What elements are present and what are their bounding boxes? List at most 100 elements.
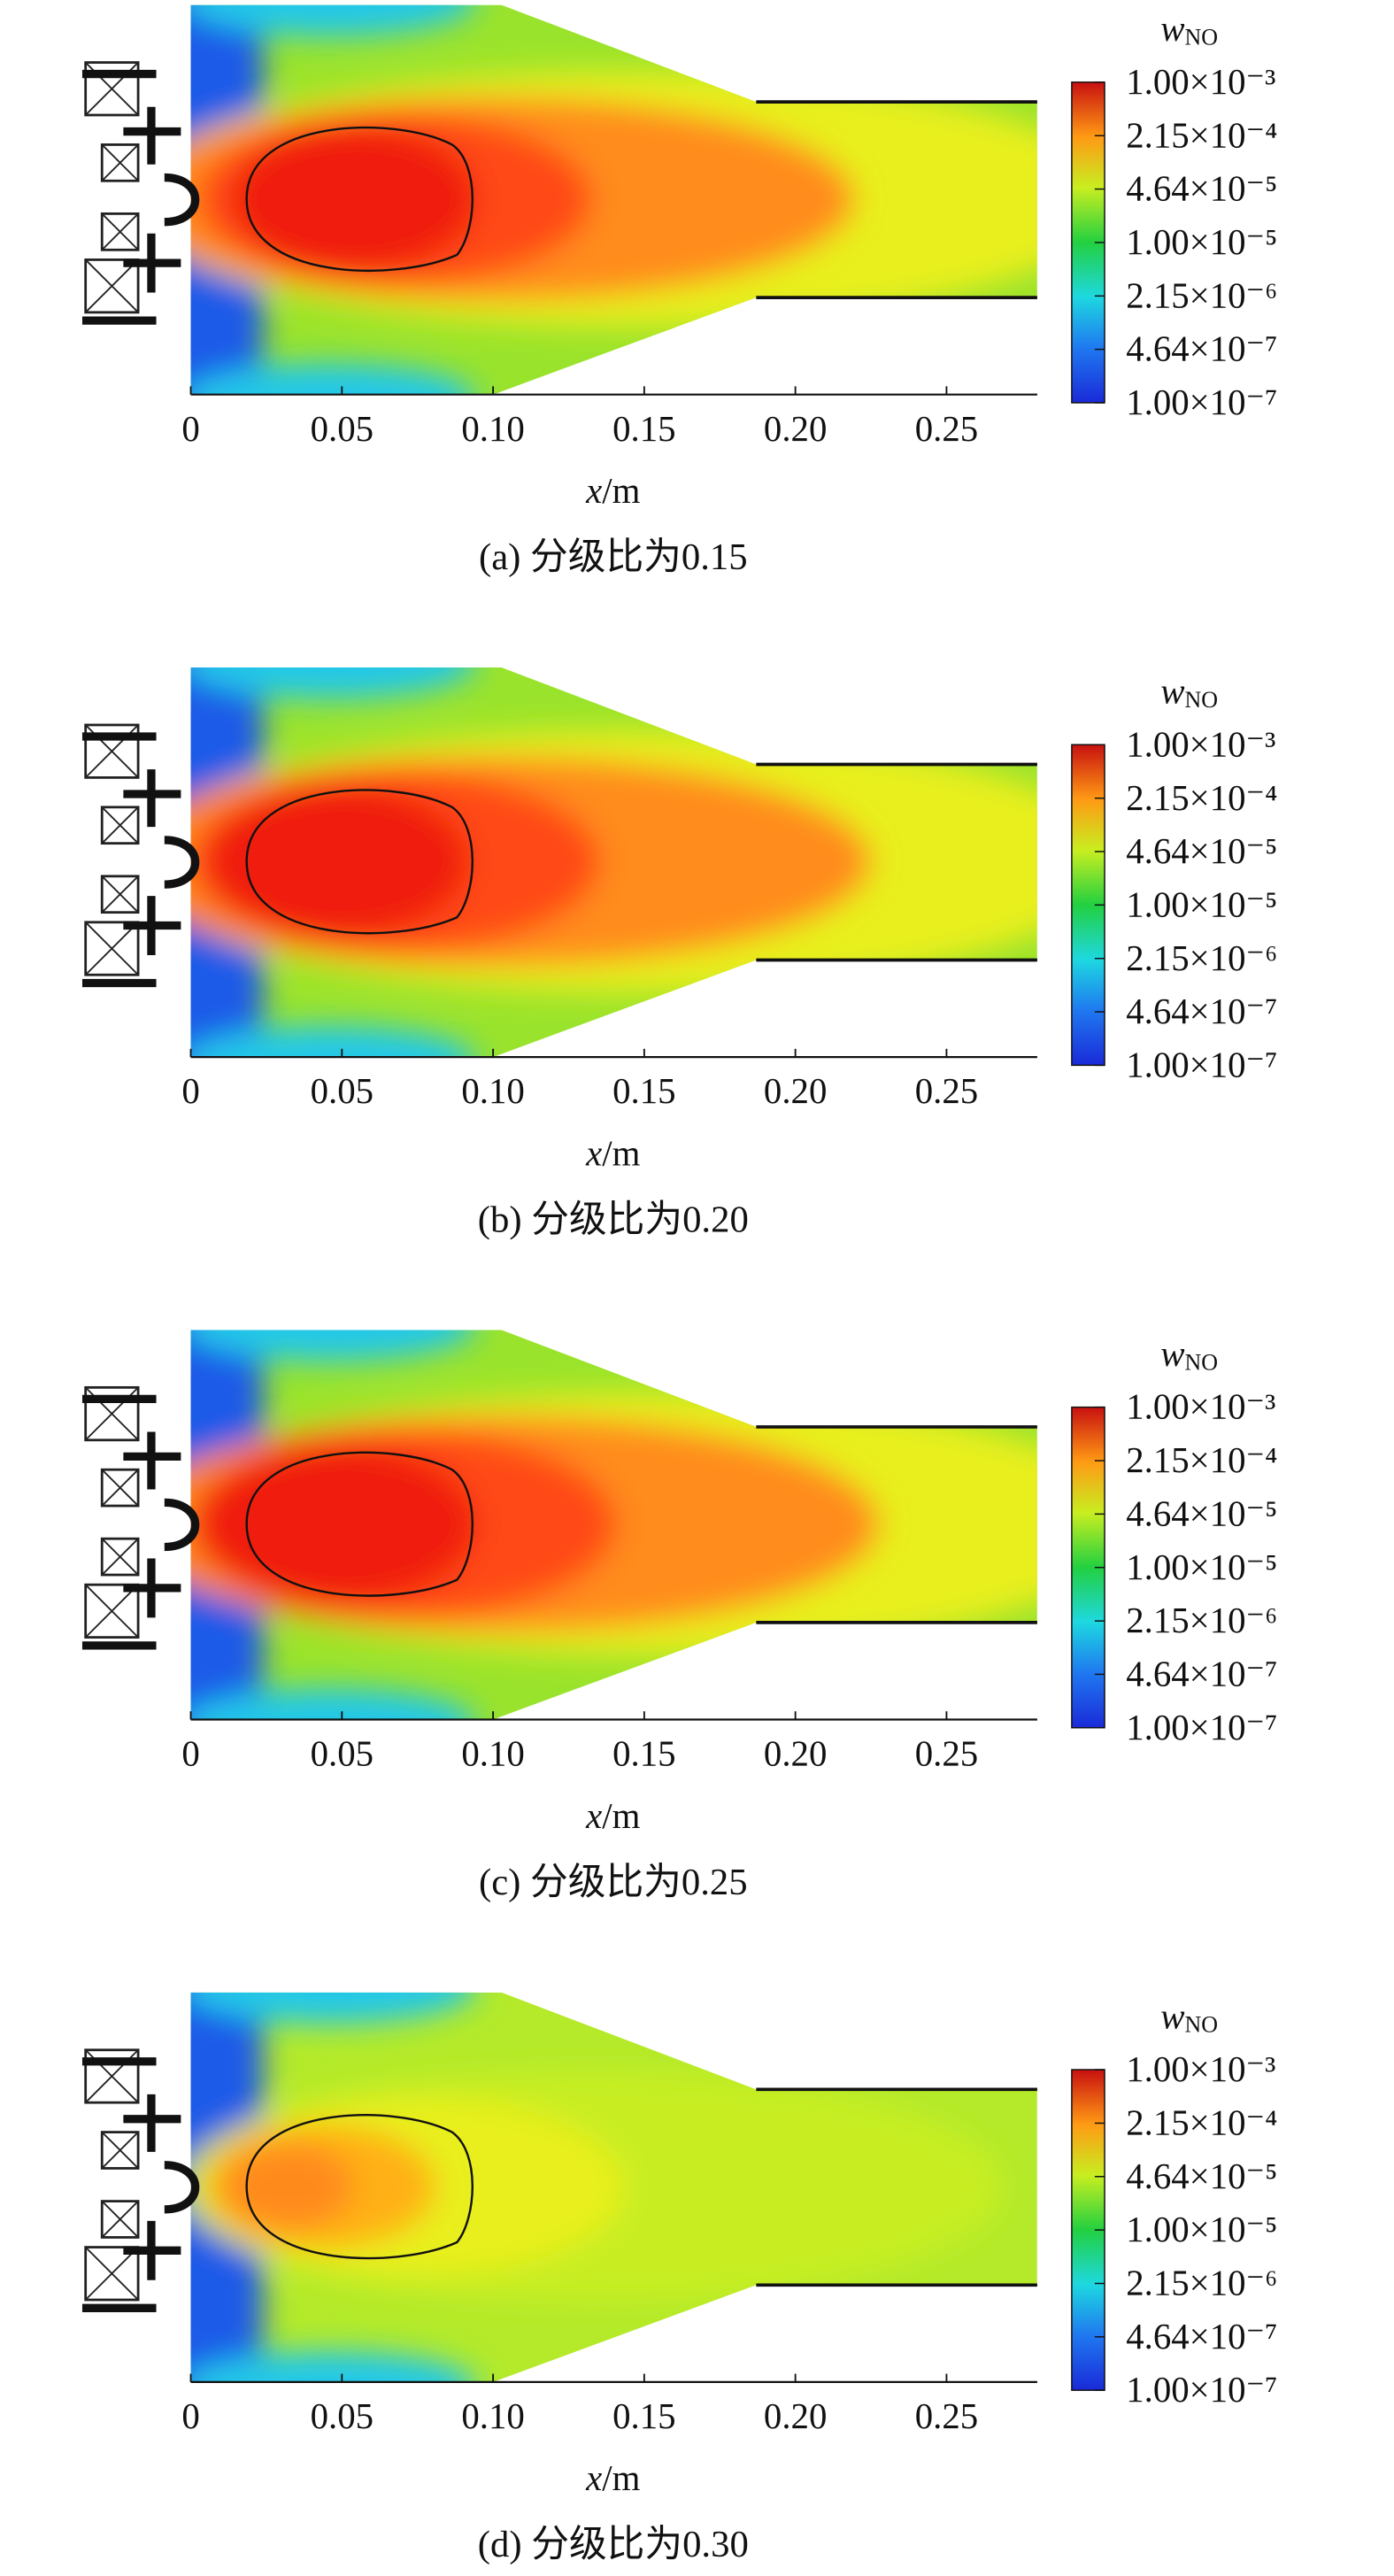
field-layers	[190, 667, 1037, 1058]
x-tick-label: 0.10	[461, 1734, 524, 1774]
injector-body	[81, 69, 200, 325]
panel: 0 0.05 0.10 0.15 0.20 0.25 x/m (d) 分级比为0.30 wNO 1…	[81, 1992, 1277, 2565]
x-variable: x	[585, 1796, 602, 1836]
swirler-x	[101, 1469, 139, 1507]
field-layers	[190, 1330, 1037, 1720]
x-tick-label: 0	[181, 2396, 199, 2436]
colorbar-tick-label: 4.64×10⁻⁷	[1126, 1654, 1277, 1694]
cool-zone	[190, 363, 477, 395]
colorbar-tick-label: 2.15×10⁻⁶	[1126, 938, 1277, 978]
x-tick-label: 0.10	[461, 409, 524, 449]
colorbar-tick-label: 4.64×10⁻⁵	[1126, 169, 1277, 209]
iso-line	[245, 2114, 474, 2260]
field-level	[230, 126, 477, 272]
x-tick-label: 0.20	[764, 1734, 827, 1774]
x-unit: /m	[602, 471, 640, 511]
injector-body	[81, 2057, 200, 2312]
cool-zone	[190, 1688, 477, 1720]
colorbar-tick-label: 1.00×10⁻⁵	[1126, 1547, 1277, 1587]
x-unit: /m	[602, 1134, 640, 1174]
colorbar-tick-label: 4.64×10⁻⁵	[1126, 1493, 1277, 1533]
colorbar-tick-label: 1.00×10⁻³	[1126, 2049, 1275, 2089]
colorbar-title: wNO	[1160, 1997, 1218, 2038]
x-axis-label: x/m	[585, 1796, 640, 1836]
colorbar-title: wNO	[1160, 10, 1218, 50]
panel: 0 0.05 0.10 0.15 0.20 0.25 x/m (b) 分级比为0.20 wNO 1…	[81, 667, 1277, 1240]
colorbar-tick-label: 2.15×10⁻⁴	[1126, 1440, 1277, 1480]
injector-body	[81, 1394, 200, 1650]
cool-zone	[190, 667, 477, 699]
colorbar-tick-label: 4.64×10⁻⁷	[1126, 329, 1277, 369]
colorbar-title: wNO	[1160, 1334, 1218, 1375]
colorbar-tick-label: 4.64×10⁻⁵	[1126, 2156, 1277, 2196]
iso-line	[245, 126, 474, 272]
colorbar-symbol: w	[1160, 10, 1184, 50]
colorbar-tick-label: 2.15×10⁻⁴	[1126, 115, 1277, 155]
colorbar-tick-label: 1.00×10⁻³	[1126, 62, 1275, 102]
x-tick-label: 0.25	[915, 1071, 978, 1111]
colorbar-tick-label: 4.64×10⁻⁷	[1126, 991, 1277, 1031]
field	[190, 667, 1037, 1058]
swirler-x	[101, 2200, 139, 2239]
cool-zone	[190, 1330, 477, 1361]
x-tick-label: 0.10	[461, 1071, 524, 1111]
x-tick-label: 0.25	[915, 2396, 978, 2436]
swirler-x	[85, 922, 139, 976]
x-tick-label: 0.20	[764, 1071, 827, 1111]
x-variable: x	[585, 2459, 602, 2499]
caption: (d) 分级比为0.30	[478, 2524, 749, 2565]
x-tick-label: 0.25	[915, 1734, 978, 1774]
x-unit: /m	[602, 2459, 640, 2499]
caption: (b) 分级比为0.20	[478, 1199, 749, 1240]
cool-zone	[190, 1992, 477, 2025]
x-tick-label: 0	[181, 1734, 199, 1774]
swirler-x	[85, 1584, 139, 1639]
x-axis-label: x/m	[585, 2459, 640, 2499]
x-tick-label: 0.25	[915, 409, 978, 449]
x-variable: x	[585, 471, 602, 511]
colorbar-tick-label: 4.64×10⁻⁷	[1126, 2317, 1277, 2356]
swirler-x	[101, 1538, 139, 1576]
field-level	[196, 1445, 477, 1603]
swirler-x	[101, 212, 139, 251]
x-tick-label: 0.05	[311, 409, 374, 449]
swirler-x	[85, 2246, 139, 2301]
colorbar-subscript: NO	[1184, 25, 1218, 50]
x-axis-label: x/m	[585, 471, 640, 511]
colorbar-subscript: NO	[1184, 687, 1218, 713]
swirler-x	[101, 806, 139, 845]
field	[190, 1330, 1037, 1720]
injector-body	[81, 732, 200, 988]
field-level	[221, 2143, 354, 2230]
x-tick-label: 0.10	[461, 2396, 524, 2436]
colorbar-tick-label: 2.15×10⁻⁶	[1126, 1600, 1277, 1640]
x-variable: x	[585, 1134, 602, 1174]
field	[190, 4, 1037, 395]
caption: (c) 分级比为0.25	[479, 1862, 748, 1903]
field	[190, 1992, 1037, 2382]
cool-zone	[190, 2350, 477, 2382]
colorbar-tick-label: 1.00×10⁻³	[1126, 724, 1275, 764]
colorbar-subscript: NO	[1184, 1349, 1218, 1375]
colorbar-tick-label: 2.15×10⁻⁴	[1126, 2103, 1277, 2143]
colorbar-tick-label: 4.64×10⁻⁵	[1126, 831, 1277, 871]
x-tick-label: 0.05	[311, 1734, 374, 1774]
x-tick-label: 0.20	[764, 2396, 827, 2436]
colorbar-tick-label: 1.00×10⁻³	[1126, 1387, 1275, 1427]
x-tick-label: 0	[181, 409, 199, 449]
x-tick-label: 0.15	[612, 1071, 675, 1111]
colorbar-subscript: NO	[1184, 2012, 1218, 2038]
cool-zone	[190, 4, 477, 36]
cool-zone	[190, 1025, 477, 1058]
colorbar-tick-label: 1.00×10⁻⁵	[1126, 222, 1277, 262]
colorbar-symbol: w	[1160, 672, 1184, 712]
colorbar-symbol: w	[1160, 1334, 1184, 1374]
colorbar-title: wNO	[1160, 672, 1218, 713]
iso-line	[245, 789, 474, 935]
swirler-x	[101, 143, 139, 181]
x-tick-label: 0.05	[311, 2396, 374, 2436]
colorbar-tick-label: 1.00×10⁻⁷	[1126, 1708, 1277, 1747]
caption: (a) 分级比为0.15	[479, 536, 748, 578]
